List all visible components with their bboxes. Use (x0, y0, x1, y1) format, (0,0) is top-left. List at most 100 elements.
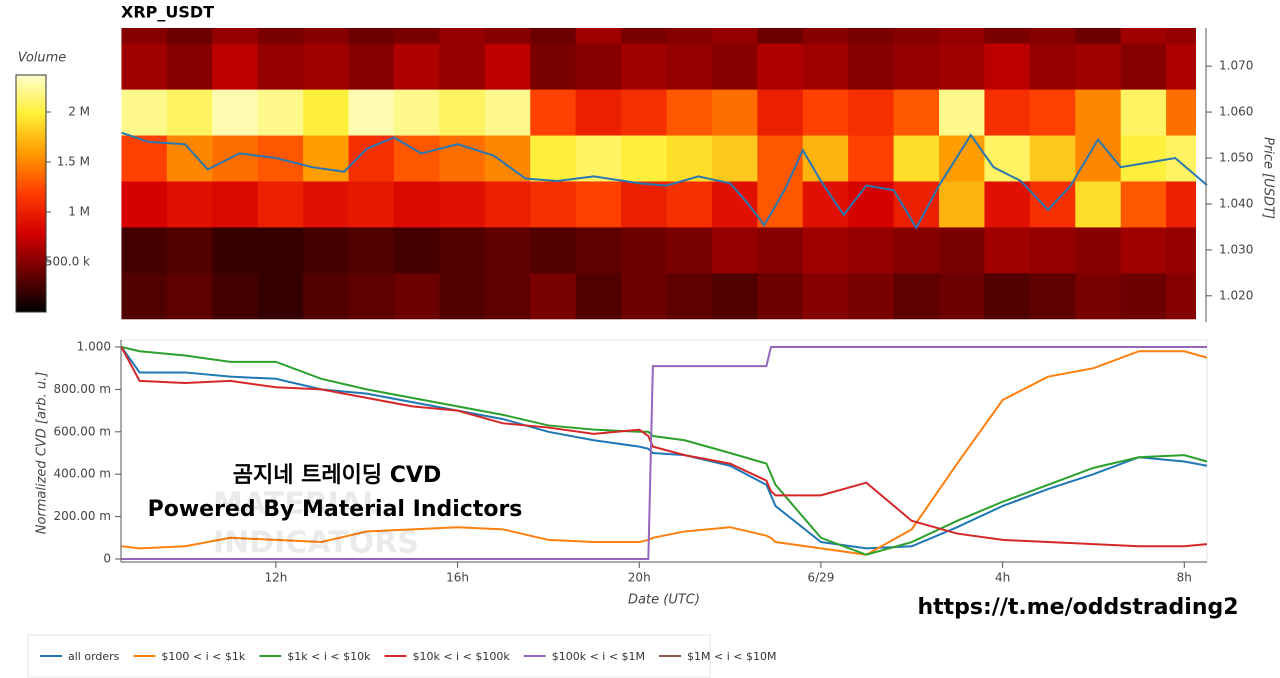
heat-cell (575, 89, 622, 136)
heat-cell (666, 135, 713, 182)
heat-cell (1075, 43, 1122, 90)
heat-cell (484, 272, 531, 320)
y-tick-label: 1.040 (1219, 196, 1253, 210)
heat-cell (848, 180, 895, 228)
heat-cell (121, 272, 168, 320)
heat-cell (439, 43, 486, 90)
heat-cell (757, 28, 804, 44)
heat-cell (393, 180, 440, 228)
x-tick-label: 20h (628, 571, 651, 585)
y-tick-label: 1.070 (1219, 59, 1253, 73)
heat-cell (121, 89, 168, 136)
cvd-line (121, 350, 1208, 556)
heat-cell (893, 28, 940, 44)
heat-cell (711, 135, 758, 182)
heat-cell (439, 226, 486, 274)
heat-cell (303, 135, 350, 182)
cvd-line (121, 346, 1207, 560)
colorbar-label: Volume (18, 51, 67, 66)
x-tick-label: 12h (264, 571, 287, 585)
cvd-line (121, 346, 1208, 556)
heat-cell (575, 272, 622, 320)
heat-cell (984, 180, 1031, 228)
heat-cell (1120, 28, 1167, 44)
heat-cell (666, 43, 713, 90)
heat-cell (1120, 272, 1167, 320)
heat-cell (802, 43, 849, 90)
heat-cell (303, 28, 350, 44)
heat-cell (711, 272, 758, 320)
heat-cell (1166, 180, 1196, 228)
y-axis-label: Normalized CVD [arb. u.] (35, 372, 50, 535)
heat-cell (1029, 226, 1076, 274)
heat-cell (530, 43, 577, 90)
x-tick-label: 8h (1177, 571, 1192, 585)
heat-cell (757, 226, 804, 274)
heat-cell (1029, 135, 1076, 182)
legend-label: $100k < i < $1M (552, 650, 645, 663)
heat-cell (1029, 43, 1076, 90)
chart-title: XRP_USDT (121, 3, 214, 22)
heat-cell (1166, 226, 1196, 274)
heat-cell (166, 272, 213, 320)
x-axis-label: Date (UTC) (628, 593, 700, 608)
heat-cell (348, 28, 395, 44)
heat-cell (484, 28, 531, 44)
heat-cell (666, 226, 713, 274)
heat-cell (666, 180, 713, 228)
heat-cell (530, 135, 577, 182)
heat-cell (348, 43, 395, 90)
heat-cell (166, 89, 213, 136)
heat-cell (121, 180, 168, 228)
heat-cell (666, 89, 713, 136)
heat-cell (257, 180, 304, 228)
heat-cell (802, 135, 849, 182)
heat-cell (893, 180, 940, 228)
heat-cell (939, 89, 985, 136)
heat-cell (893, 226, 940, 274)
heat-cell (1029, 28, 1076, 44)
heat-cell (393, 272, 440, 320)
heat-cell (166, 180, 213, 228)
price-line (121, 131, 1208, 230)
heat-cell (257, 43, 304, 90)
heat-cell (121, 43, 168, 90)
heat-cell (621, 135, 667, 182)
heat-cell (530, 180, 577, 228)
watermark-text: INDICATORS (213, 526, 419, 561)
heat-cell (939, 272, 985, 320)
heat-cell (1075, 28, 1122, 44)
heat-cell (393, 89, 440, 136)
heat-cell (166, 43, 213, 90)
heat-cell (621, 89, 667, 136)
heat-cell (484, 226, 531, 274)
heat-cell (348, 226, 395, 274)
heatmap (121, 28, 1196, 320)
annotation: https://t.me/oddstrading2 (917, 595, 1238, 620)
colorbar-tick-label: 1 M (68, 205, 90, 219)
y-tick-label: 1.000 (77, 340, 111, 354)
heat-cell (1120, 135, 1167, 182)
heat-cell (484, 135, 531, 182)
heat-cell (121, 226, 168, 274)
heat-cell (1166, 272, 1196, 320)
heat-cell (848, 89, 895, 136)
colorbar-tick-label: 2 M (68, 105, 90, 119)
heat-cell (984, 43, 1031, 90)
heat-cell (666, 272, 713, 320)
heat-cell (711, 226, 758, 274)
y-tick-label: 200.00 m (54, 509, 112, 523)
heat-cell (621, 180, 667, 228)
heat-cell (348, 135, 395, 182)
heat-cell (757, 180, 804, 228)
heat-cell (1166, 43, 1196, 90)
heat-cell (984, 226, 1031, 274)
heat-cell (303, 180, 350, 228)
heat-cell (1075, 226, 1122, 274)
colorbar (15, 74, 47, 313)
heat-cell (1120, 180, 1167, 228)
heat-cell (212, 135, 259, 182)
heat-cell (348, 272, 395, 320)
